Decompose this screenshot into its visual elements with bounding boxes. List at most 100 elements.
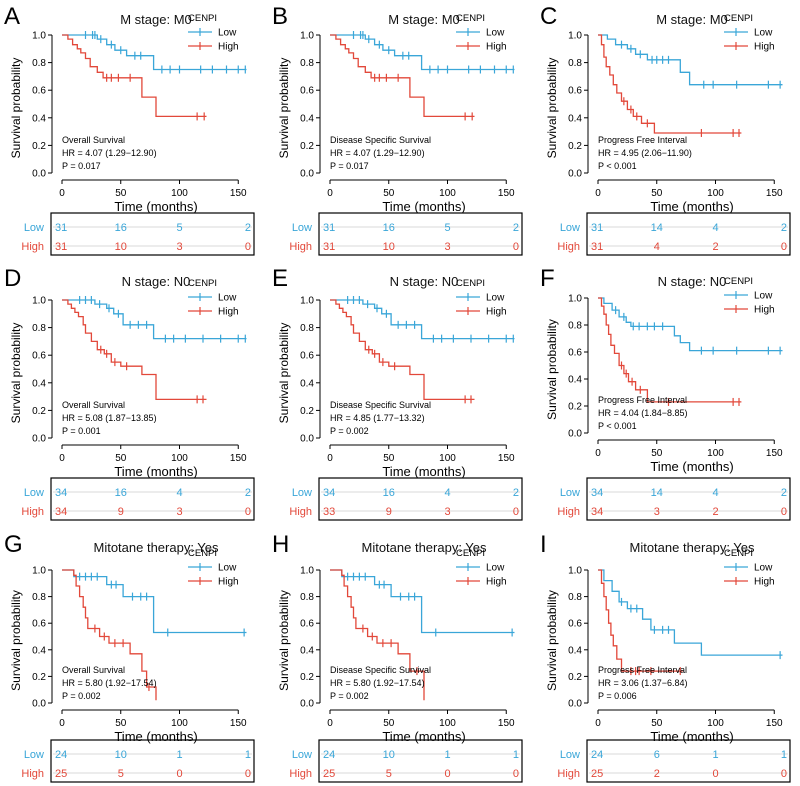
risk-table-box <box>318 477 523 521</box>
risk-table-box <box>50 739 255 783</box>
x-tick-label: 100 <box>707 448 724 459</box>
panel-letter: C <box>540 3 557 30</box>
x-axis-label: Time (months) <box>650 729 733 744</box>
risk-count-low: 2 <box>513 222 519 234</box>
y-tick-label: 0.0 <box>32 699 46 710</box>
stats-annotation: HR = 5.80 (1.92−17.54) <box>62 678 157 688</box>
risk-count-low: 34 <box>591 487 603 499</box>
risk-count-high: 10 <box>115 241 127 253</box>
y-tick-label: 0.6 <box>568 86 582 97</box>
km-curve-high <box>598 34 742 134</box>
km-curve-low <box>598 34 783 86</box>
risk-count-low: 4 <box>712 487 718 499</box>
risk-count-high: 0 <box>781 241 787 253</box>
risk-count-low: 2 <box>245 222 251 234</box>
x-tick-label: 50 <box>383 453 395 464</box>
y-tick-label: 0.0 <box>32 434 46 445</box>
panel-title: N stage: N0 <box>390 274 459 289</box>
stats-annotation: Disease Specific Survival <box>330 665 431 675</box>
y-tick-label: 0.6 <box>32 351 46 362</box>
y-axis-label: Survival probability <box>9 58 23 159</box>
x-tick-label: 0 <box>59 453 65 464</box>
y-tick-label: 0.8 <box>568 321 582 332</box>
stats-annotation: P < 0.001 <box>598 421 637 431</box>
y-tick-label: 1.0 <box>32 566 46 577</box>
stats-annotation: P = 0.006 <box>598 691 637 701</box>
risk-count-high: 3 <box>444 506 450 518</box>
risk-label-low: Low <box>24 222 44 234</box>
km-curve-high <box>62 34 207 118</box>
stats-annotation: P = 0.002 <box>330 691 369 701</box>
stats-annotation: P = 0.001 <box>62 426 101 436</box>
y-tick-label: 0.0 <box>300 169 314 180</box>
stats-annotation: HR = 4.85 (1.77−13.32) <box>330 413 425 423</box>
y-tick-label: 0.2 <box>32 141 46 152</box>
legend-label-high: High <box>754 42 775 53</box>
risk-count-high: 0 <box>444 768 450 780</box>
risk-count-low: 1 <box>444 749 450 761</box>
km-panel-c: C M stage: M0 0.0 0.2 0.4 0.6 0.8 1.0 0 50 100 150 T… <box>540 3 791 256</box>
risk-count-low: 1 <box>176 749 182 761</box>
y-tick-label: 0.8 <box>32 58 46 69</box>
legend-label-low: Low <box>754 563 773 574</box>
y-tick-label: 1.0 <box>300 566 314 577</box>
risk-count-low: 2 <box>781 222 787 234</box>
risk-count-high: 25 <box>55 768 67 780</box>
y-tick-label: 0.2 <box>568 402 582 413</box>
risk-count-low: 24 <box>591 749 603 761</box>
x-tick-label: 0 <box>59 188 65 199</box>
risk-label-high: High <box>289 768 312 780</box>
km-curve-high <box>62 569 157 701</box>
risk-label-high: High <box>21 241 44 253</box>
risk-table-box <box>586 739 791 783</box>
y-tick-label: 0.6 <box>300 351 314 362</box>
y-axis-label: Survival probability <box>277 590 291 691</box>
x-tick-label: 100 <box>439 453 456 464</box>
x-tick-label: 100 <box>171 718 188 729</box>
risk-count-high: 25 <box>323 768 335 780</box>
risk-label-high: High <box>289 241 312 253</box>
x-tick-label: 100 <box>439 718 456 729</box>
y-tick-label: 0.6 <box>300 86 314 97</box>
risk-count-high: 33 <box>323 506 335 518</box>
x-tick-label: 150 <box>498 718 515 729</box>
panel-title: M stage: M0 <box>656 12 728 27</box>
x-tick-label: 50 <box>651 718 663 729</box>
risk-label-low: Low <box>560 749 580 761</box>
stats-annotation: HR = 4.95 (2.06−11.90) <box>598 148 692 158</box>
x-axis-label: Time (months) <box>382 464 465 479</box>
stats-annotation: Overall Survival <box>62 135 125 145</box>
stats-annotation: P = 0.017 <box>62 161 101 171</box>
stats-annotation: Overall Survival <box>62 400 125 410</box>
x-tick-label: 100 <box>707 188 724 199</box>
risk-count-low: 14 <box>651 222 663 234</box>
risk-count-low: 31 <box>591 222 603 234</box>
risk-count-high: 25 <box>591 768 603 780</box>
stats-annotation: Progress Free Interval <box>598 665 687 675</box>
risk-count-low: 10 <box>383 749 395 761</box>
x-tick-label: 150 <box>230 453 247 464</box>
panel-title: Mitotane therapy: Yes <box>629 540 755 555</box>
x-tick-label: 150 <box>766 718 783 729</box>
x-axis-label: Time (months) <box>650 199 733 214</box>
legend-title: CENPI <box>724 13 753 24</box>
risk-table-box <box>50 212 255 256</box>
legend-title: CENPI <box>724 276 753 287</box>
panel-letter: F <box>540 265 555 292</box>
x-tick-label: 50 <box>651 188 663 199</box>
risk-count-high: 9 <box>118 506 124 518</box>
panel-letter: E <box>272 265 288 292</box>
y-tick-label: 0.8 <box>300 592 314 603</box>
legend-title: CENPI <box>456 13 485 24</box>
x-tick-label: 0 <box>327 718 333 729</box>
legend-label-low: Low <box>486 28 505 39</box>
km-curve-high <box>62 299 207 401</box>
legend-label-high: High <box>218 307 239 318</box>
legend-label-high: High <box>486 577 507 588</box>
legend-label-low: Low <box>754 28 773 39</box>
risk-count-low: 16 <box>383 222 395 234</box>
risk-count-high: 31 <box>55 241 67 253</box>
risk-count-high: 0 <box>245 768 251 780</box>
x-axis-label: Time (months) <box>382 729 465 744</box>
y-tick-label: 1.0 <box>300 31 314 42</box>
